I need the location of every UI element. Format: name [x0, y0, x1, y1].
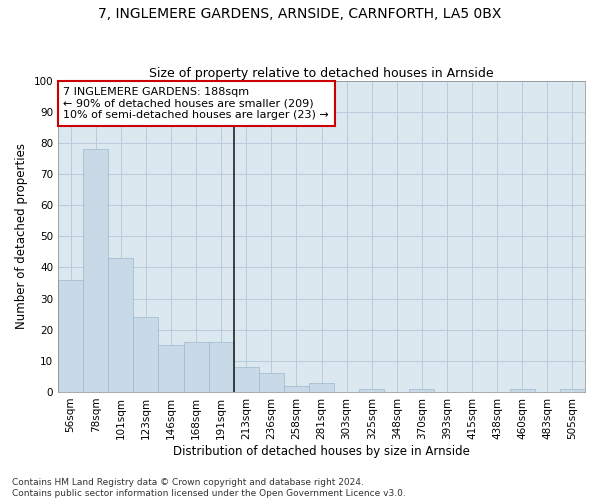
Y-axis label: Number of detached properties: Number of detached properties — [15, 144, 28, 330]
Title: Size of property relative to detached houses in Arnside: Size of property relative to detached ho… — [149, 66, 494, 80]
Bar — [510, 389, 535, 392]
Bar — [409, 389, 434, 392]
Bar — [158, 346, 184, 392]
Bar — [133, 317, 158, 392]
Text: 7 INGLEMERE GARDENS: 188sqm
← 90% of detached houses are smaller (209)
10% of se: 7 INGLEMERE GARDENS: 188sqm ← 90% of det… — [64, 87, 329, 120]
Bar — [259, 374, 284, 392]
Bar — [184, 342, 209, 392]
Bar — [359, 389, 384, 392]
Bar — [284, 386, 309, 392]
Bar — [108, 258, 133, 392]
Bar — [58, 280, 83, 392]
Text: Contains HM Land Registry data © Crown copyright and database right 2024.
Contai: Contains HM Land Registry data © Crown c… — [12, 478, 406, 498]
Text: 7, INGLEMERE GARDENS, ARNSIDE, CARNFORTH, LA5 0BX: 7, INGLEMERE GARDENS, ARNSIDE, CARNFORTH… — [98, 8, 502, 22]
Bar — [233, 367, 259, 392]
X-axis label: Distribution of detached houses by size in Arnside: Distribution of detached houses by size … — [173, 444, 470, 458]
Bar — [560, 389, 585, 392]
Bar — [83, 149, 108, 392]
Bar — [209, 342, 233, 392]
Bar — [309, 382, 334, 392]
